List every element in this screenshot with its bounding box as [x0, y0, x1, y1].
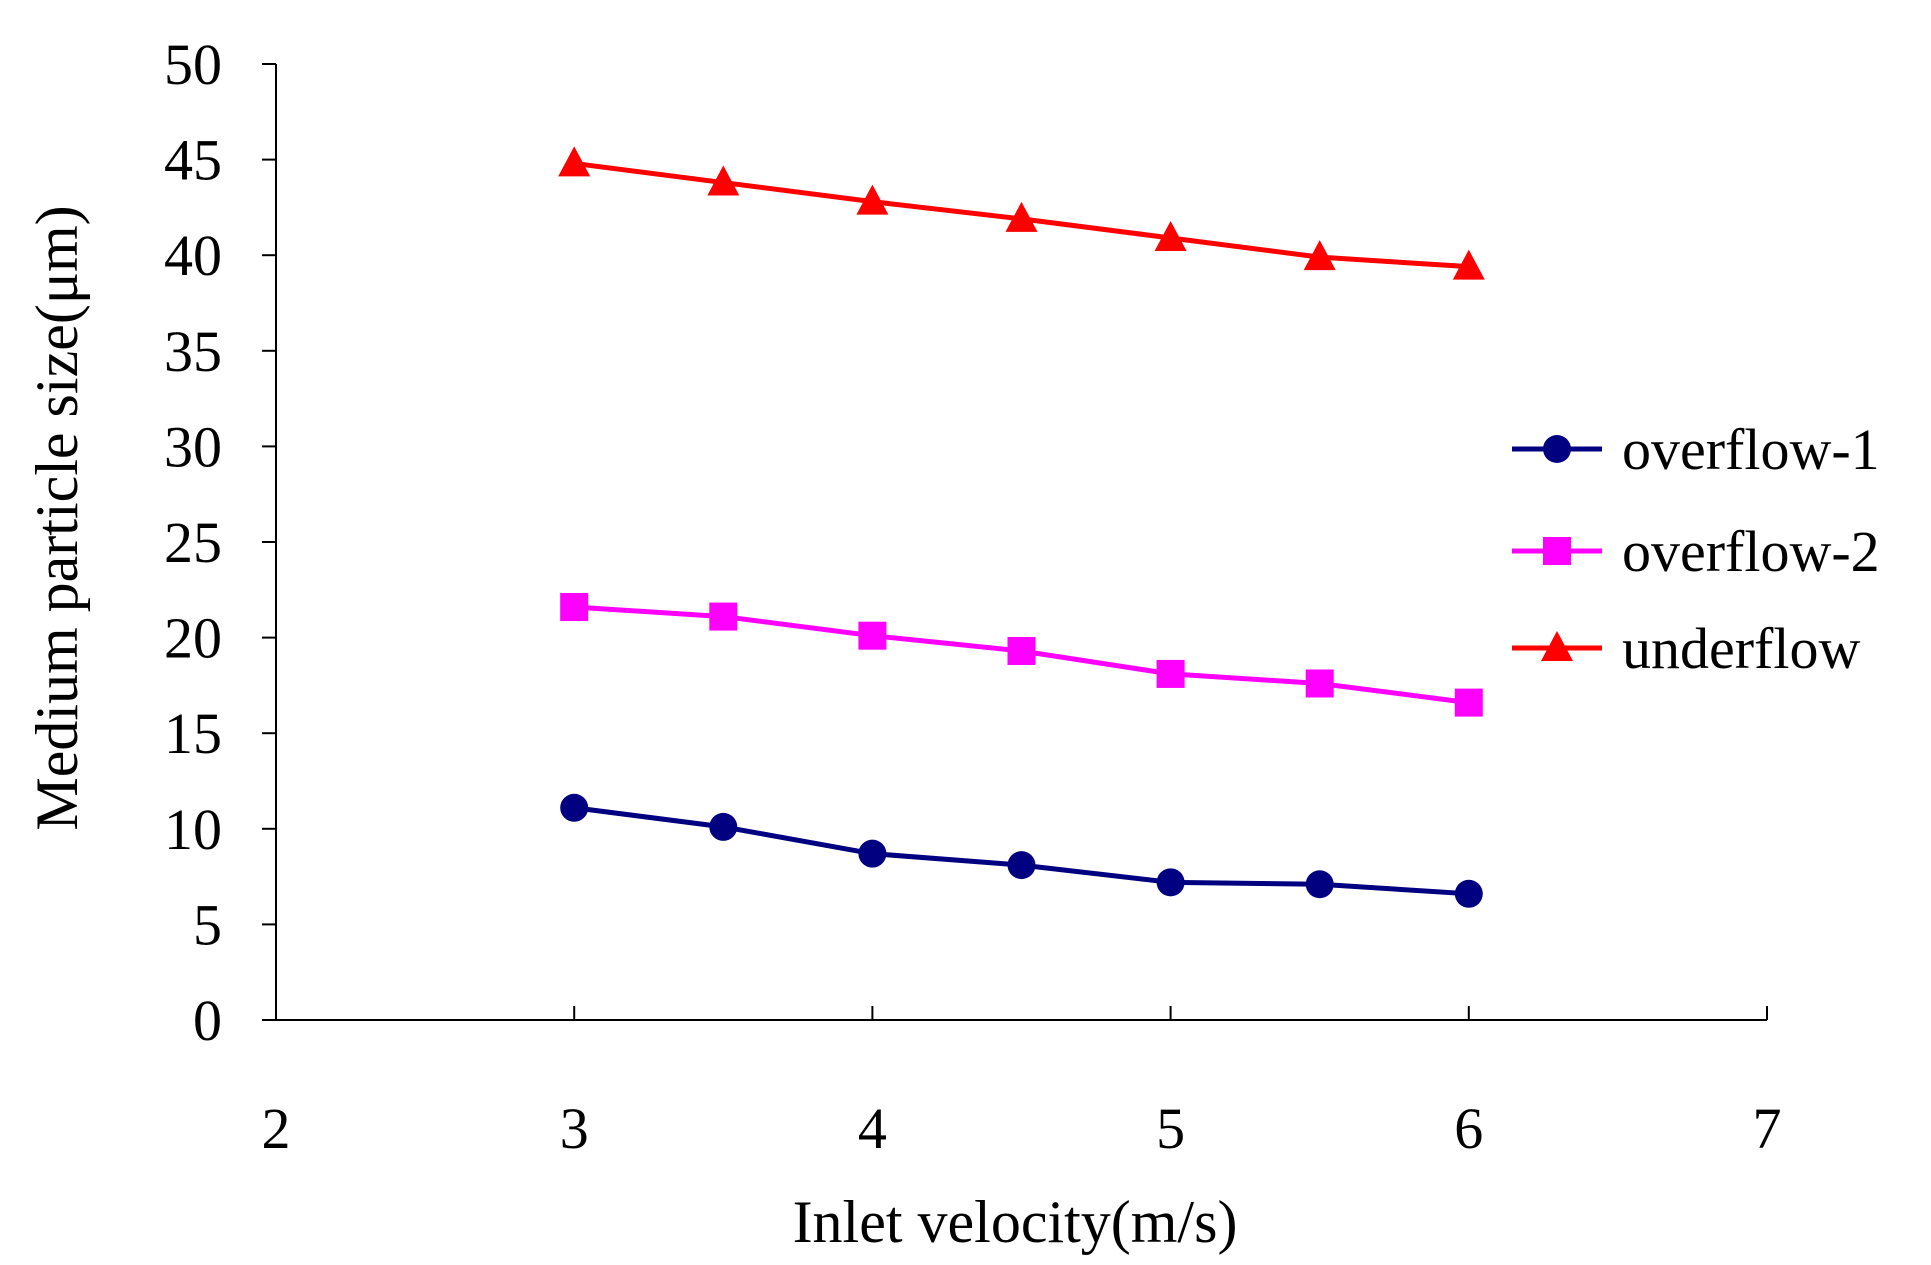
y-tick-label: 20 — [164, 606, 222, 671]
data-point-overflow-2 — [858, 621, 887, 650]
data-point-overflow-1 — [858, 839, 887, 868]
data-point-underflow — [1303, 240, 1336, 271]
y-tick-label: 15 — [164, 701, 222, 766]
data-point-overflow-2 — [1156, 659, 1185, 688]
data-point-underflow — [1005, 201, 1038, 232]
series-line-overflow-1 — [573, 805, 1469, 897]
series-group — [558, 146, 1485, 908]
data-point-overflow-1 — [709, 812, 738, 841]
y-tick-label: 30 — [164, 414, 222, 479]
legend-marker — [1543, 537, 1571, 565]
x-tick-label: 2 — [262, 1096, 291, 1161]
y-tick-label: 5 — [193, 892, 222, 957]
y-ticks: 0 5 10 15 20 25 30 35 40 45 50 — [164, 32, 276, 1053]
y-tick-label: 45 — [164, 128, 222, 193]
y-tick-label: 50 — [164, 32, 222, 97]
data-point-underflow — [1452, 249, 1485, 280]
legend-label: underflow — [1622, 616, 1860, 681]
series-underflow — [558, 146, 1485, 280]
data-point-overflow-1 — [1305, 870, 1334, 899]
legend-marker — [1543, 435, 1571, 463]
data-point-underflow — [1154, 220, 1187, 251]
data-point-overflow-1 — [1156, 868, 1185, 897]
x-tick-label: 3 — [560, 1096, 589, 1161]
data-point-overflow-1 — [1454, 879, 1483, 908]
legend-item-overflow-1: overflow-1 — [1512, 417, 1880, 482]
data-point-overflow-1 — [560, 793, 589, 822]
y-tick-label: 0 — [193, 988, 222, 1053]
y-tick-label: 40 — [164, 223, 222, 288]
y-tick-label: 10 — [164, 797, 222, 862]
x-tick-label: 7 — [1753, 1096, 1782, 1161]
series-overflow-2 — [560, 593, 1483, 717]
data-point-underflow — [856, 184, 889, 215]
data-point-overflow-2 — [709, 602, 738, 631]
x-ticks: 2 3 4 5 6 7 — [262, 1006, 1782, 1161]
legend-marker — [1541, 631, 1573, 661]
data-point-underflow — [558, 146, 591, 177]
y-axis-title: Medium particle size(μm) — [24, 205, 90, 830]
legend: overflow-1 overflow-2 underflow — [1512, 417, 1880, 681]
data-point-overflow-2 — [1007, 636, 1036, 665]
data-point-underflow — [707, 165, 740, 196]
x-tick-label: 6 — [1454, 1096, 1483, 1161]
x-axis-title: Inlet velocity(m/s) — [793, 1189, 1238, 1255]
legend-label: overflow-2 — [1622, 519, 1880, 584]
x-tick-label: 5 — [1156, 1096, 1185, 1161]
series-overflow-1 — [560, 793, 1483, 908]
data-point-overflow-2 — [1305, 669, 1334, 698]
y-tick-label: 25 — [164, 510, 222, 575]
x-tick-label: 4 — [858, 1096, 887, 1161]
data-point-overflow-2 — [560, 593, 589, 622]
legend-item-underflow: underflow — [1512, 616, 1860, 681]
data-point-overflow-1 — [1007, 851, 1036, 880]
data-point-overflow-2 — [1454, 688, 1483, 717]
legend-label: overflow-1 — [1622, 417, 1880, 482]
legend-item-overflow-2: overflow-2 — [1512, 519, 1880, 584]
y-tick-label: 35 — [164, 319, 222, 384]
